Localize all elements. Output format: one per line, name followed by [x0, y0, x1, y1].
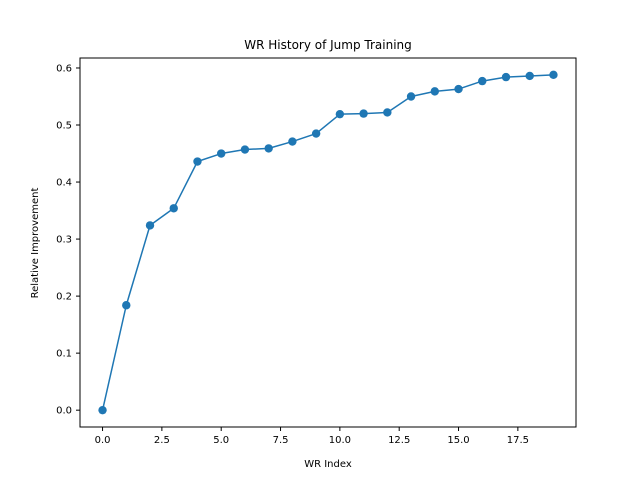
- y-tick-label: 0.1: [56, 349, 72, 360]
- x-tick-label: 7.5: [273, 435, 289, 446]
- plot-area: 0.0 2.5 5.0 7.5 10.0 12.5 15.0 17.5 0.0 0.1 0.2 0.3…: [56, 57, 577, 446]
- data-point: [98, 405, 107, 415]
- x-tick-label: 12.5: [388, 435, 410, 446]
- data-point: [549, 70, 558, 80]
- data-point: [406, 92, 416, 101]
- data-point: [359, 109, 368, 118]
- data-point: [145, 221, 155, 230]
- x-tick-label: 17.5: [507, 435, 529, 446]
- y-axis-label: Relative Improvement: [30, 188, 41, 299]
- chart-title: WR History of Jump Training: [244, 38, 412, 52]
- x-tick-label: 10.0: [329, 435, 351, 446]
- data-point: [501, 72, 511, 82]
- y-tick-label: 0.3: [56, 235, 72, 246]
- data-point: [193, 157, 202, 166]
- data-point: [383, 108, 392, 117]
- data-point: [264, 144, 273, 153]
- data-point: [122, 301, 131, 310]
- x-axis-label: WR Index: [304, 459, 352, 470]
- data-point: [169, 204, 178, 213]
- x-tick-label: 2.5: [154, 435, 170, 446]
- data-point: [525, 71, 534, 81]
- y-tick-label: 0.6: [56, 63, 72, 74]
- data-point: [454, 84, 463, 94]
- data-point: [478, 76, 487, 86]
- data-point: [240, 145, 250, 154]
- y-tick-label: 0.5: [56, 121, 72, 132]
- data-point: [288, 137, 297, 146]
- x-tick-label: 0.0: [95, 435, 111, 446]
- data-point: [311, 129, 321, 138]
- y-tick-label: 0.2: [56, 292, 72, 303]
- y-tick-label: 0.4: [56, 178, 72, 189]
- axes-frame: [79, 57, 577, 428]
- data-point: [430, 87, 439, 96]
- data-point: [217, 149, 226, 158]
- y-tick-label: 0.0: [56, 406, 72, 417]
- x-tick-label: 15.0: [447, 435, 469, 446]
- data-point: [335, 109, 345, 119]
- x-tick-label: 5.0: [213, 435, 229, 446]
